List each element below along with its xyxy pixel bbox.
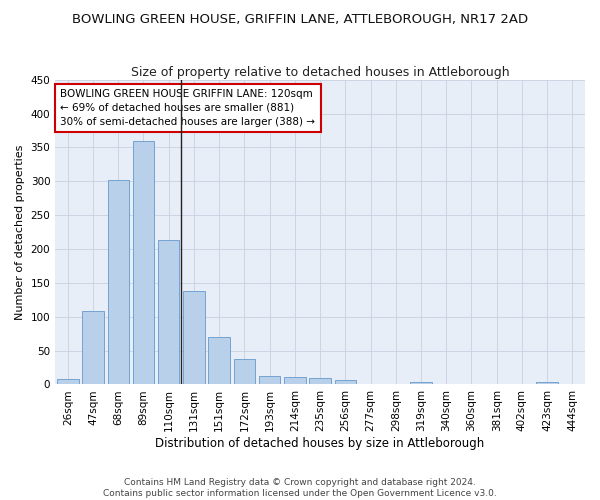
Title: Size of property relative to detached houses in Attleborough: Size of property relative to detached ho… xyxy=(131,66,509,78)
Bar xyxy=(133,140,154,384)
Bar xyxy=(233,358,255,384)
Bar xyxy=(107,180,129,384)
Text: BOWLING GREEN HOUSE, GRIFFIN LANE, ATTLEBOROUGH, NR17 2AD: BOWLING GREEN HOUSE, GRIFFIN LANE, ATTLE… xyxy=(72,12,528,26)
Text: Contains HM Land Registry data © Crown copyright and database right 2024.
Contai: Contains HM Land Registry data © Crown c… xyxy=(103,478,497,498)
Text: BOWLING GREEN HOUSE GRIFFIN LANE: 120sqm
← 69% of detached houses are smaller (8: BOWLING GREEN HOUSE GRIFFIN LANE: 120sqm… xyxy=(61,89,316,127)
Bar xyxy=(259,376,280,384)
Bar xyxy=(183,291,205,384)
Bar xyxy=(158,240,179,384)
Y-axis label: Number of detached properties: Number of detached properties xyxy=(15,144,25,320)
Bar xyxy=(310,378,331,384)
Bar xyxy=(82,312,104,384)
X-axis label: Distribution of detached houses by size in Attleborough: Distribution of detached houses by size … xyxy=(155,437,485,450)
Bar xyxy=(284,377,305,384)
Bar xyxy=(57,379,79,384)
Bar xyxy=(335,380,356,384)
Bar xyxy=(410,382,432,384)
Bar xyxy=(536,382,558,384)
Bar xyxy=(208,337,230,384)
